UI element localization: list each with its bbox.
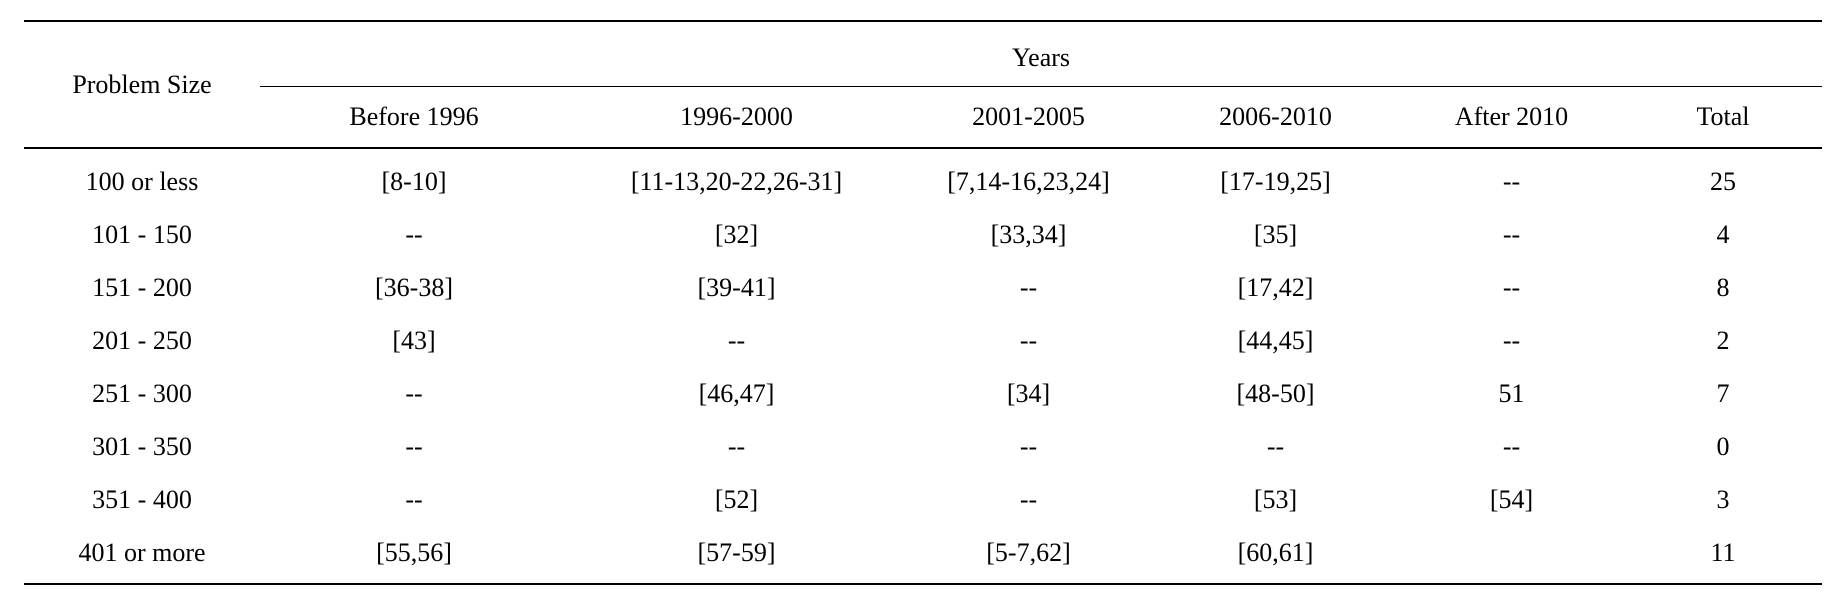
- total-cell: 2: [1716, 325, 1730, 355]
- column-header: 2001-2005: [905, 86, 1152, 149]
- table-body: 100 or less [8-10] [11-13,20-22,26-31] […: [24, 148, 1822, 585]
- table-cell: [35]: [1253, 219, 1298, 249]
- row-label: 401 or more: [24, 526, 260, 585]
- table-cell: --: [405, 484, 423, 514]
- table-row: 351 - 400 -- [52] -- [53] [54] 3: [24, 473, 1822, 526]
- table-cell: [48-50]: [1236, 378, 1315, 408]
- table-cell: [53]: [1253, 484, 1298, 514]
- column-header: Before 1996: [260, 86, 568, 149]
- table-cell: [11-13,20-22,26-31]: [630, 166, 843, 196]
- table-cell: [17,42]: [1237, 272, 1314, 302]
- table-cell: [43]: [392, 325, 436, 355]
- table-cell: --: [1019, 484, 1038, 514]
- table-cell: --: [1502, 325, 1521, 355]
- column-header: After 2010: [1399, 86, 1624, 149]
- total-cell: 11: [1624, 526, 1822, 585]
- table-row: 301 - 350 -- -- -- -- -- 0: [24, 420, 1822, 473]
- table-cell: [34]: [1006, 378, 1051, 408]
- table-cell: [46,47]: [698, 378, 775, 408]
- table-cell: --: [1502, 431, 1521, 461]
- table-row: 251 - 300 -- [46,47] [34] [48-50] 51 7: [24, 367, 1822, 420]
- table-cell: --: [405, 378, 423, 408]
- total-cell: 7: [1716, 378, 1730, 408]
- table-cell: --: [405, 431, 423, 461]
- row-label: 251 - 300: [92, 378, 192, 408]
- table-cell: [8-10]: [381, 166, 447, 196]
- table-cell: --: [1502, 219, 1521, 249]
- table-cell: [33,34]: [990, 219, 1067, 249]
- table-row: 201 - 250 [43] -- -- [44,45] -- 2: [24, 314, 1822, 367]
- total-cell: 25: [1710, 166, 1736, 196]
- table-cell: [39-41]: [697, 272, 776, 302]
- table-cell: [32]: [714, 219, 759, 249]
- table-cell: [7,14-16,23,24]: [947, 166, 1110, 196]
- table-cell: --: [1019, 431, 1038, 461]
- table-row: 151 - 200 [36-38] [39-41] -- [17,42] -- …: [24, 261, 1822, 314]
- table-cell: --: [1502, 166, 1521, 196]
- group-header-years: Years: [260, 20, 1822, 87]
- total-cell: 8: [1716, 272, 1730, 302]
- total-cell: 3: [1716, 484, 1730, 514]
- table-cell: [36-38]: [375, 272, 453, 302]
- table-cell: --: [727, 325, 746, 355]
- total-cell: 0: [1716, 431, 1730, 461]
- table-cell: --: [1502, 272, 1521, 302]
- table-cell: --: [1019, 325, 1038, 355]
- table-cell: --: [1019, 272, 1038, 302]
- table-row: 100 or less [8-10] [11-13,20-22,26-31] […: [24, 148, 1822, 208]
- table-cell: --: [1266, 431, 1285, 461]
- table-cell: [57-59]: [568, 526, 905, 585]
- table-cell: [52]: [714, 484, 759, 514]
- table-cell: [1399, 526, 1624, 585]
- table-cell: --: [727, 431, 746, 461]
- column-header: 1996-2000: [568, 86, 905, 149]
- row-label: 151 - 200: [92, 272, 192, 302]
- row-label: 351 - 400: [92, 484, 192, 514]
- literature-by-problem-size-table: Problem Size Years Before 1996 1996-2000…: [24, 20, 1822, 585]
- column-header: Total: [1624, 86, 1822, 149]
- table-row: 401 or more [55,56] [57-59] [5-7,62] [60…: [24, 526, 1822, 585]
- column-header: 2006-2010: [1152, 86, 1399, 149]
- table-cell: [5-7,62]: [905, 526, 1152, 585]
- table-cell: [55,56]: [260, 526, 568, 585]
- table-cell: --: [405, 219, 423, 249]
- row-label: 201 - 250: [92, 325, 192, 355]
- row-header-problem-size: Problem Size: [24, 20, 260, 149]
- table-cell: [60,61]: [1152, 526, 1399, 585]
- total-cell: 4: [1716, 219, 1730, 249]
- table-row: 101 - 150 -- [32] [33,34] [35] -- 4: [24, 208, 1822, 261]
- table-cell: 51: [1498, 378, 1525, 408]
- row-label: 301 - 350: [92, 431, 192, 461]
- table-cell: [17-19,25]: [1220, 166, 1331, 196]
- row-label: 100 or less: [85, 166, 199, 196]
- literature-table-container: Problem Size Years Before 1996 1996-2000…: [24, 20, 1822, 585]
- table-cell: [54]: [1489, 484, 1534, 514]
- table-cell: [44,45]: [1237, 325, 1314, 355]
- row-label: 101 - 150: [92, 219, 192, 249]
